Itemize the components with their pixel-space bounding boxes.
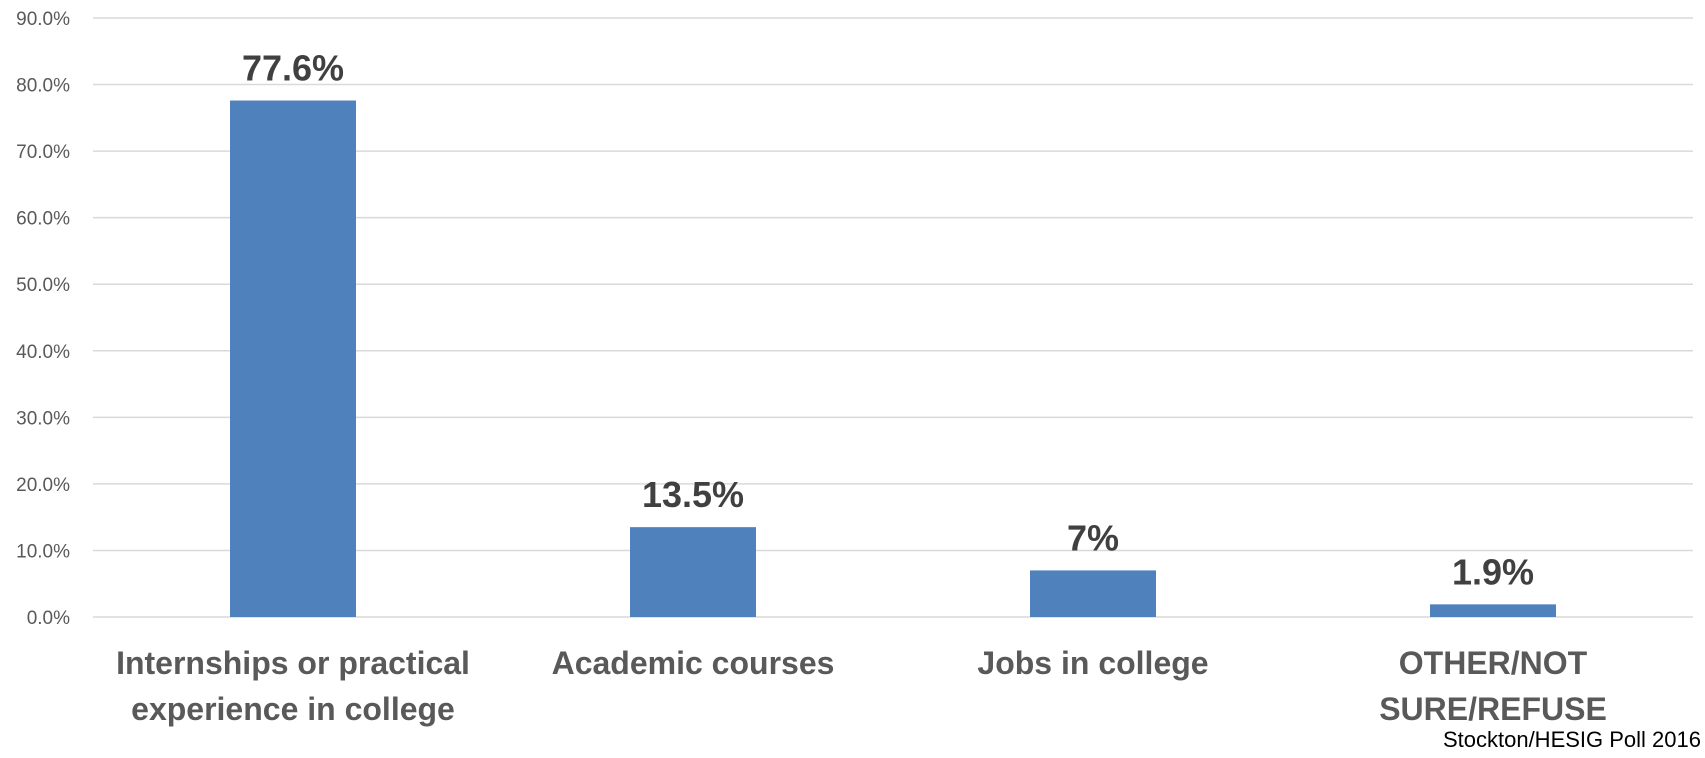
category-label: experience in college — [131, 691, 455, 727]
bar — [230, 100, 356, 618]
gridlines — [93, 17, 1693, 618]
bar-value-label: 77.6% — [242, 48, 344, 89]
category-label: SURE/REFUSE — [1379, 691, 1607, 727]
y-axis-tick-labels: 0.0% 10.0% 20.0% 30.0% 40.0% 50.0% 60.0% 70.0% 8… — [16, 9, 70, 629]
bar — [630, 527, 756, 617]
y-tick-label: 80.0% — [16, 76, 70, 97]
bar — [1430, 604, 1556, 617]
bar-value-label: 1.9% — [1452, 551, 1534, 592]
y-tick-label: 90.0% — [16, 9, 70, 30]
category-label: Academic courses — [552, 645, 835, 681]
category-label: OTHER/NOT — [1399, 645, 1588, 681]
data-labels: 77.6% 13.5% 7% 1.9% — [242, 48, 1534, 593]
x-axis-category-labels: Internships or practical experience in co… — [116, 645, 1607, 727]
y-tick-label: 10.0% — [16, 541, 70, 562]
y-tick-label: 40.0% — [16, 342, 70, 363]
y-tick-label: 0.0% — [27, 608, 70, 629]
category-label: Internships or practical — [116, 645, 470, 681]
bars — [230, 100, 1556, 618]
source-note: Stockton/HESIG Poll 2016 — [1443, 727, 1701, 752]
bar-value-label: 7% — [1067, 517, 1119, 558]
y-tick-label: 30.0% — [16, 408, 70, 429]
bar — [1030, 570, 1156, 617]
y-tick-label: 50.0% — [16, 275, 70, 296]
y-tick-label: 20.0% — [16, 475, 70, 496]
y-tick-label: 60.0% — [16, 209, 70, 230]
y-tick-label: 70.0% — [16, 142, 70, 163]
bar-value-label: 13.5% — [642, 474, 744, 515]
category-label: Jobs in college — [977, 645, 1208, 681]
